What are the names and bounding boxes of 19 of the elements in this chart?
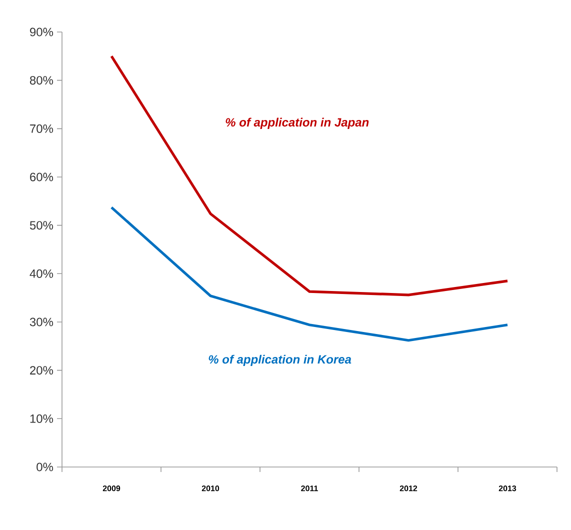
x-tick-label: 2013 xyxy=(498,486,516,492)
y-tick-label: 50% xyxy=(30,221,54,230)
y-tick-label: 90% xyxy=(30,28,54,36)
y-tick-label: 10% xyxy=(30,414,54,423)
line-series xyxy=(110,54,509,296)
y-tick-label: 60% xyxy=(30,172,54,182)
x-tick-label: 2012 xyxy=(400,486,418,492)
series-label: % of application in Korea xyxy=(208,354,352,366)
x-tick-label: 2010 xyxy=(202,486,220,492)
x-tick-label: 2009 xyxy=(102,486,120,492)
line-series xyxy=(110,206,509,342)
text: % of application in Japan xyxy=(226,118,369,129)
y-tick-label: 40% xyxy=(30,269,54,278)
y-tick-label: 80% xyxy=(30,76,54,85)
y-tick-label: 70% xyxy=(30,124,54,133)
y-tick-label: 20% xyxy=(30,366,54,375)
x-tick-label: 2011 xyxy=(301,486,318,492)
y-tick-label: 0% xyxy=(36,462,54,472)
y-tick-label: 30% xyxy=(30,318,54,326)
